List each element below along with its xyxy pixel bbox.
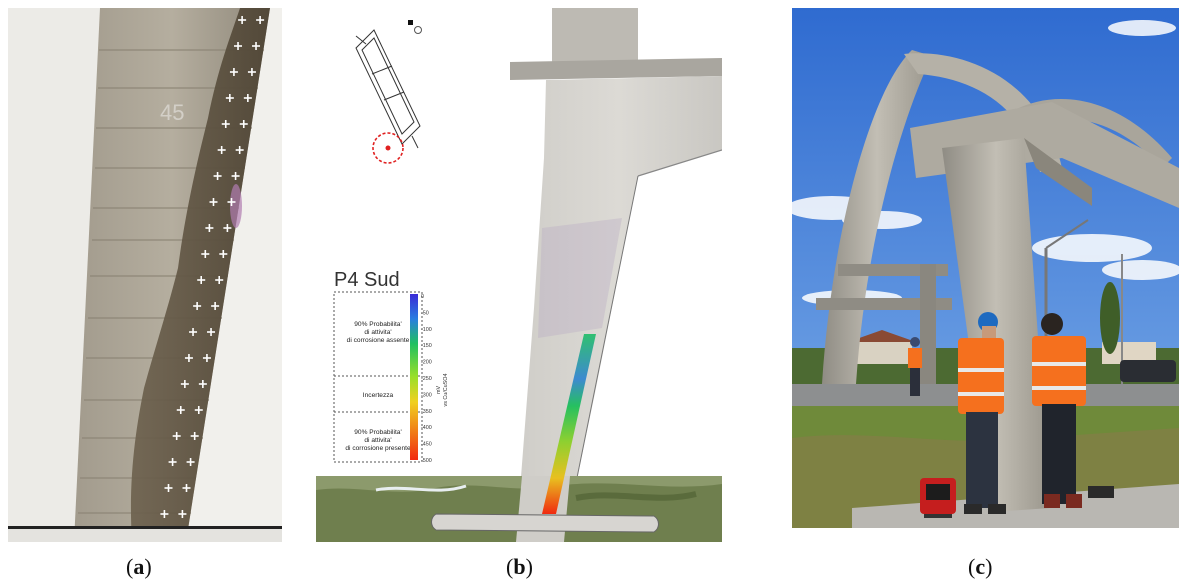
cross-beam-lower: [816, 298, 952, 310]
north-marker: [408, 20, 413, 25]
legend-title: P4 Sud: [334, 269, 400, 291]
potential-colour-scale: [410, 294, 418, 460]
background-wall-right: [186, 8, 282, 542]
scale-tick-label: -50: [421, 310, 429, 316]
distant-house: [852, 340, 912, 364]
location-sketch: [355, 29, 421, 149]
caption-a: (a): [126, 554, 152, 579]
colour-patch: [230, 184, 242, 228]
distant-worker: [908, 337, 922, 396]
panel-b-potential-map: P4 Sud 90% Probabilita' di attivita' di …: [316, 8, 722, 542]
location-marker-dot: [385, 145, 391, 151]
parked-car: [1120, 360, 1176, 382]
location-marker-circle: [372, 132, 404, 164]
concrete-pillar-closeup: 45: [8, 8, 282, 542]
scale-tick-label: -250: [421, 376, 432, 382]
caption-c: (c): [968, 554, 993, 579]
caption-b: (b): [506, 554, 533, 579]
legend-zone-3-line1: 90% Probabilita': [354, 429, 401, 436]
poplar-tree: [1100, 282, 1120, 354]
moisture-stain: [130, 8, 270, 542]
scale-reference: vs Cu/CuSO4: [443, 374, 449, 407]
legend-box: [333, 291, 423, 463]
pillar-drawing: P4 Sud 90% Probabilita' di attivita' di …: [316, 8, 722, 542]
scale-tick-label: -200: [421, 360, 432, 366]
scale-tick-label: -100: [421, 327, 432, 333]
scale-tick-label: -400: [421, 425, 432, 431]
wall-marking-text: 45: [160, 100, 184, 125]
ground-edge: [8, 526, 282, 529]
panel-c-site-photo: [792, 8, 1179, 528]
worker-right: [1032, 313, 1114, 508]
equipment-bag: [1088, 486, 1114, 498]
pillar-cap: [552, 8, 638, 64]
legend-zone-1-line3: di corrosione assente: [347, 337, 410, 344]
scale-tick-label: -500: [421, 458, 432, 464]
legend-zone-1-line2: di attivita': [364, 329, 391, 336]
legend-zone-3-line3: di corrosione presente: [345, 445, 411, 452]
potential-map-strip: [542, 334, 596, 514]
scale-unit: mV: [436, 386, 442, 394]
scale-tick-label: -450: [421, 442, 432, 448]
scale-tick-label: -350: [421, 409, 432, 415]
legend-zone-1-line1: 90% Probabilita': [354, 321, 401, 328]
measurement-grid-markers: [160, 16, 265, 518]
legend-zone-3-line2: di attivita': [364, 437, 391, 444]
scale-tick-label: -300: [421, 392, 432, 398]
foundation-plinth: [431, 513, 659, 533]
scale-tick-label: -150: [421, 343, 432, 349]
site-photo-scene: [792, 8, 1179, 528]
scale-tick-label: 0: [421, 294, 424, 300]
portable-generator: [920, 478, 956, 518]
beam-top: [510, 58, 722, 80]
legend-zone-2-line1: Incertezza: [363, 392, 394, 399]
worker-left: [958, 312, 1006, 514]
panel-a-photo: 45: [8, 8, 282, 542]
